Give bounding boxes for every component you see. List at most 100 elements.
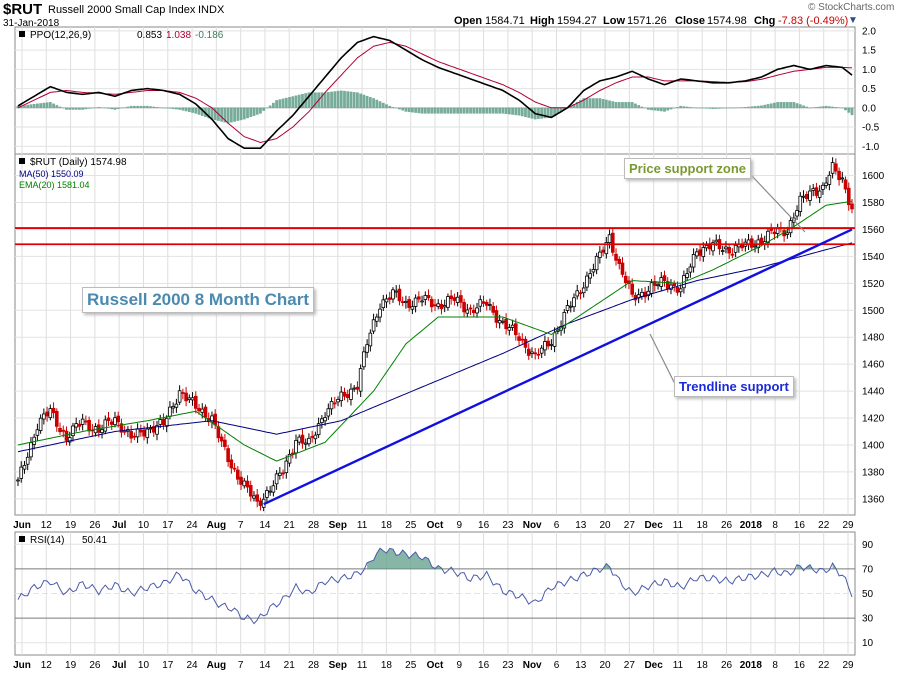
support-zone-annotation: Price support zone: [624, 158, 752, 179]
candle-body: [64, 430, 69, 441]
ppo-histogram-bar: [549, 107, 553, 118]
x-tick-label: 23: [502, 660, 514, 671]
candle-body: [824, 182, 828, 186]
x-tick-label: 16: [794, 520, 806, 531]
ppo-histogram-bar: [595, 98, 599, 108]
rsi-line: [17, 547, 853, 625]
ppo-histogram-bar: [818, 106, 822, 108]
candle-body: [517, 336, 521, 341]
ppo-histogram-bar: [540, 107, 544, 119]
ppo-histogram-bar: [443, 107, 447, 114]
ppo-histogram-bar: [427, 107, 430, 114]
candle-body: [688, 266, 693, 273]
x-tick-label: Nov: [523, 520, 542, 531]
ppo-histogram-bar: [181, 107, 185, 111]
candle-body: [323, 417, 327, 422]
ppo-histogram-bar: [440, 107, 443, 114]
ppo-histogram-bar: [695, 107, 699, 109]
ppo-histogram-bar: [779, 102, 783, 108]
candle-body: [255, 494, 260, 502]
ppo-histogram-bar: [255, 107, 259, 115]
ppo-histogram-bar: [743, 107, 747, 108]
ppo-histogram-bar: [35, 103, 39, 108]
ppo-histogram-bar: [598, 98, 602, 108]
candle-body: [749, 238, 754, 248]
ppo-histogram-bar: [268, 105, 272, 108]
ppo-histogram-bar: [259, 107, 262, 114]
x-tick-label: 20: [599, 520, 611, 531]
ppo-histogram-bar: [802, 105, 805, 108]
price-y-tick: 1500: [862, 306, 885, 317]
price-legend: $RUT (Daily) 1574.98 MA(50) 1550.09 EMA(…: [19, 157, 127, 190]
candle-body: [843, 179, 848, 190]
ppo-histogram-bar: [184, 107, 188, 112]
ppo-histogram-bar: [362, 94, 366, 108]
ppo-layer: [16, 35, 854, 149]
ppo-y-tick: -0.5: [862, 123, 880, 134]
candle-body: [850, 203, 854, 210]
ppo-histogram-bar: [601, 98, 605, 108]
candle-body: [501, 320, 505, 323]
candle-body: [494, 310, 499, 323]
ppo-legend: PPO(12,26,9) 0.853 1.038 -0.186: [19, 30, 224, 41]
ppo-histogram-bar: [110, 107, 114, 110]
candle-body: [329, 401, 334, 410]
ppo-histogram-bar: [676, 107, 679, 108]
ppo-histogram-bar: [433, 107, 437, 114]
ppo-histogram-bar: [336, 90, 340, 108]
candle-body: [362, 351, 366, 368]
ppo-histogram-bar: [782, 102, 786, 108]
candle-body: [630, 283, 634, 295]
ppo-histogram-bar: [356, 92, 359, 108]
candle-body: [766, 230, 770, 243]
candle-body: [772, 231, 777, 235]
candle-body: [80, 418, 85, 425]
x-tick-label: Aug: [207, 660, 226, 671]
x-tick-label: 17: [162, 660, 174, 671]
ppo-histogram-bar: [837, 107, 841, 108]
ppo-histogram-bar: [87, 107, 91, 109]
ppo-histogram-bar: [168, 107, 172, 109]
ppo-histogram-bar: [113, 107, 117, 110]
candle-body: [484, 302, 489, 306]
ppo-histogram-bar: [685, 106, 689, 108]
candle-body: [720, 250, 725, 252]
rsi-label: RSI(14): [30, 535, 64, 546]
ppo-histogram-bar: [585, 98, 589, 108]
ppo-histogram-bar: [850, 107, 854, 116]
candle-body: [155, 425, 159, 435]
candle-body: [100, 429, 104, 433]
ppo-histogram-bar: [120, 107, 123, 109]
candle-body: [181, 392, 185, 394]
rsi-y-tick: 90: [862, 540, 874, 551]
ppo-histogram-bar: [313, 92, 317, 108]
rsi-legend: RSI(14) 50.41: [19, 535, 107, 546]
ppo-histogram-bar: [507, 107, 511, 115]
ppo-histogram-bar: [537, 107, 540, 119]
ema20-line: [17, 200, 853, 462]
candle-body: [271, 485, 276, 493]
chevron-down-icon[interactable]: ▼: [848, 15, 858, 26]
candle-body: [459, 295, 463, 303]
candle-body: [536, 353, 541, 356]
candle-body: [368, 332, 373, 347]
candle-body: [607, 234, 612, 243]
candle-body: [601, 249, 605, 253]
candle-body: [265, 490, 269, 498]
ppo-histogram-bar: [498, 107, 502, 114]
ppo-histogram-bar: [718, 107, 721, 109]
ppo-histogram-bar: [459, 107, 463, 114]
ppo-histogram-bar: [682, 106, 686, 108]
candle-body: [303, 442, 308, 445]
candle-body: [177, 390, 182, 403]
rsi-overbought-fill: [367, 548, 840, 569]
candle-body: [226, 448, 230, 463]
candle-body: [575, 290, 580, 297]
rsi-y-tick: 50: [862, 589, 874, 600]
candle-body: [307, 437, 311, 445]
chg-label: Chg: [754, 15, 776, 27]
candle-body: [488, 304, 492, 306]
ppo-histogram-bar: [352, 92, 356, 108]
candle-body: [119, 423, 124, 433]
x-tick-label: 16: [478, 660, 490, 671]
